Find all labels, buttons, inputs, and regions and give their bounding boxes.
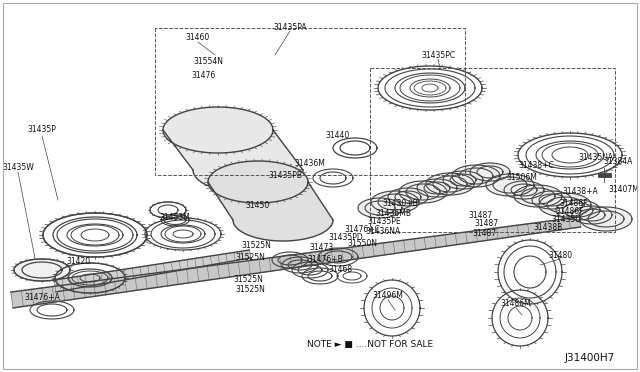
Polygon shape — [486, 174, 534, 196]
Polygon shape — [556, 200, 600, 220]
Polygon shape — [514, 185, 562, 207]
Text: 31460: 31460 — [186, 33, 210, 42]
Text: 31476: 31476 — [192, 71, 216, 80]
Text: 31486F: 31486F — [556, 208, 584, 217]
Text: 31430+B: 31430+B — [382, 199, 418, 208]
Text: 31554N: 31554N — [193, 58, 223, 67]
Polygon shape — [163, 130, 303, 170]
Text: 31476+C: 31476+C — [344, 225, 380, 234]
Text: 31473: 31473 — [310, 244, 334, 253]
Text: 31525N: 31525N — [233, 276, 263, 285]
Text: 31407M: 31407M — [609, 186, 639, 195]
Text: 31384A: 31384A — [604, 157, 633, 167]
Text: J31400H7: J31400H7 — [564, 353, 615, 363]
Polygon shape — [572, 206, 612, 224]
Polygon shape — [399, 181, 447, 203]
Text: 31435PB: 31435PB — [268, 170, 302, 180]
Text: 31438B: 31438B — [533, 224, 563, 232]
Text: 31435PD: 31435PD — [328, 232, 364, 241]
Polygon shape — [208, 182, 333, 220]
Text: 31436MB: 31436MB — [375, 208, 411, 218]
Text: 31438+A: 31438+A — [562, 187, 598, 196]
Text: 31476+B: 31476+B — [307, 254, 343, 263]
Polygon shape — [452, 165, 500, 187]
Text: 31487: 31487 — [474, 219, 498, 228]
Text: 31476+A: 31476+A — [24, 294, 60, 302]
Text: 31525N: 31525N — [235, 285, 265, 295]
Text: 31550N: 31550N — [347, 238, 377, 247]
Text: 31525N: 31525N — [241, 241, 271, 250]
Text: 31436NA: 31436NA — [365, 228, 401, 237]
Text: 31436M: 31436M — [294, 158, 325, 167]
Text: 31453M: 31453M — [159, 214, 191, 222]
Polygon shape — [54, 250, 251, 292]
Polygon shape — [388, 188, 428, 206]
Polygon shape — [580, 207, 632, 231]
Text: 31435PA: 31435PA — [273, 22, 307, 32]
Polygon shape — [470, 163, 510, 181]
Text: 31435P: 31435P — [28, 125, 56, 135]
Text: 31486M: 31486M — [500, 299, 531, 308]
Text: 31435PC: 31435PC — [421, 51, 455, 60]
Text: 31480: 31480 — [548, 250, 572, 260]
Text: 31486F: 31486F — [560, 199, 588, 208]
Text: 31435W: 31435W — [2, 164, 34, 173]
Text: 31506M: 31506M — [507, 173, 538, 183]
Polygon shape — [371, 191, 419, 213]
Text: 31438+C: 31438+C — [518, 160, 554, 170]
Polygon shape — [539, 193, 591, 217]
Text: 31468: 31468 — [328, 266, 352, 275]
Text: 31420: 31420 — [66, 257, 90, 266]
Text: 31487: 31487 — [468, 211, 492, 219]
Polygon shape — [193, 170, 303, 193]
Text: 31496M: 31496M — [372, 292, 403, 301]
Text: 31487: 31487 — [472, 228, 496, 237]
Polygon shape — [358, 198, 402, 218]
Polygon shape — [163, 107, 273, 153]
Polygon shape — [532, 191, 572, 209]
Polygon shape — [14, 259, 70, 281]
Polygon shape — [426, 173, 474, 195]
Polygon shape — [443, 171, 483, 189]
Polygon shape — [233, 220, 333, 241]
Polygon shape — [208, 161, 308, 203]
Text: 31450: 31450 — [246, 201, 270, 209]
Polygon shape — [11, 217, 580, 308]
Text: NOTE ► ■ ....NOT FOR SALE: NOTE ► ■ ....NOT FOR SALE — [307, 340, 433, 349]
Polygon shape — [417, 179, 457, 197]
Text: 31435PE: 31435PE — [367, 218, 401, 227]
Text: 31435U: 31435U — [551, 215, 581, 224]
Text: 31525N: 31525N — [235, 253, 265, 262]
Text: 31435UA: 31435UA — [579, 154, 614, 163]
Text: 31440: 31440 — [326, 131, 350, 141]
Polygon shape — [504, 181, 544, 199]
